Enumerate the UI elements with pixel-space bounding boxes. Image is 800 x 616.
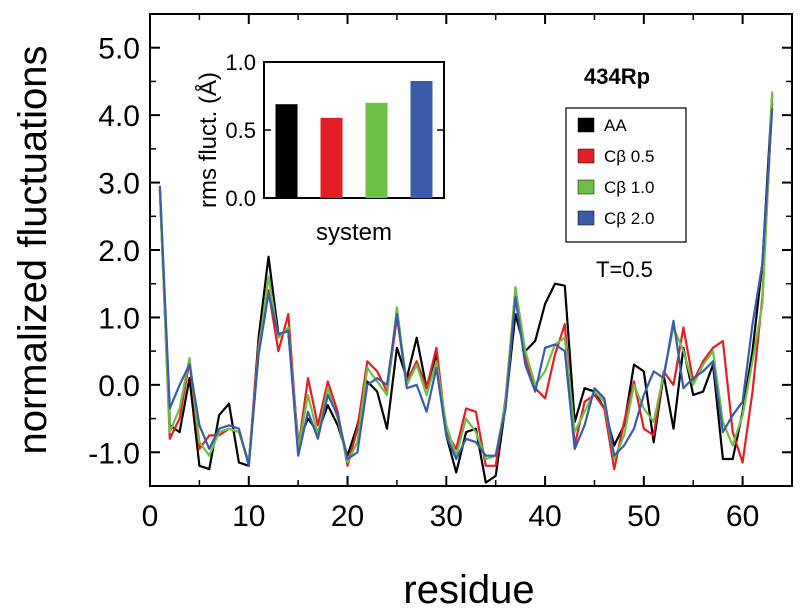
main-axis-ticks: 0 10 20 30 40 50 60 -1.0 0.0 1.0 2.0 3.0 4.0 5.0 xyxy=(88,13,792,533)
inset-bar-chart: 0.0 0.5 1.0 system rms fluct. (Å) xyxy=(194,50,445,246)
inset-axis-ticks: 0.0 0.5 1.0 xyxy=(225,50,444,211)
x-tick-label: 60 xyxy=(726,500,759,533)
x-tick-label: 50 xyxy=(627,500,660,533)
x-tick-label: 40 xyxy=(528,500,561,533)
inset-bar-c-0-5 xyxy=(320,117,343,198)
x-axis-title: residue xyxy=(403,568,534,612)
inset-bar-c-1-0 xyxy=(365,102,388,198)
x-tick-label: 20 xyxy=(331,500,364,533)
x-tick-label: 30 xyxy=(430,500,463,533)
legend-label-c-2-0: Cβ 2.0 xyxy=(604,209,654,228)
legend-swatch-aa xyxy=(577,117,595,133)
y-tick-label: 5.0 xyxy=(98,33,140,66)
y-tick-label: 1.0 xyxy=(98,302,140,335)
y-tick-label: 4.0 xyxy=(98,100,140,133)
protein-label: 434Rp xyxy=(584,64,650,89)
inset-bar-aa xyxy=(275,104,298,198)
legend-swatch-c-2-0 xyxy=(577,210,595,226)
inset-y-tick-label: 1.0 xyxy=(225,50,256,75)
x-tick-label: 0 xyxy=(142,500,159,533)
legend-label-c-0-5: Cβ 0.5 xyxy=(604,147,654,166)
y-tick-label: 0.0 xyxy=(98,370,140,403)
inset-bar-c-2-0 xyxy=(410,81,433,198)
legend-swatch-c-1-0 xyxy=(577,179,595,195)
inset-y-tick-label: 0.0 xyxy=(225,186,256,211)
series-line-c-2-0 xyxy=(158,108,774,467)
legend-label-c-1-0: Cβ 1.0 xyxy=(604,178,654,197)
inset-y-tick-label: 0.5 xyxy=(225,118,256,143)
temperature-label: T=0.5 xyxy=(596,257,653,282)
legend: AA Cβ 0.5 Cβ 1.0 Cβ 2.0 xyxy=(565,107,687,243)
y-tick-label: -1.0 xyxy=(88,437,140,470)
inset-x-axis-title: system xyxy=(316,219,392,246)
y-tick-label: 3.0 xyxy=(98,168,140,201)
legend-label-aa: AA xyxy=(604,116,627,135)
inset-bars xyxy=(275,81,433,198)
main-plot-frame xyxy=(149,13,793,487)
main-series-group xyxy=(158,91,774,484)
series-line-aa xyxy=(158,94,774,484)
inset-y-axis-title: rms fluct. (Å) xyxy=(194,72,222,208)
legend-swatch-c-0-5 xyxy=(577,148,595,164)
y-axis-title: normalized fluctuations xyxy=(11,45,55,454)
y-tick-label: 2.0 xyxy=(98,235,140,268)
x-tick-label: 10 xyxy=(232,500,265,533)
